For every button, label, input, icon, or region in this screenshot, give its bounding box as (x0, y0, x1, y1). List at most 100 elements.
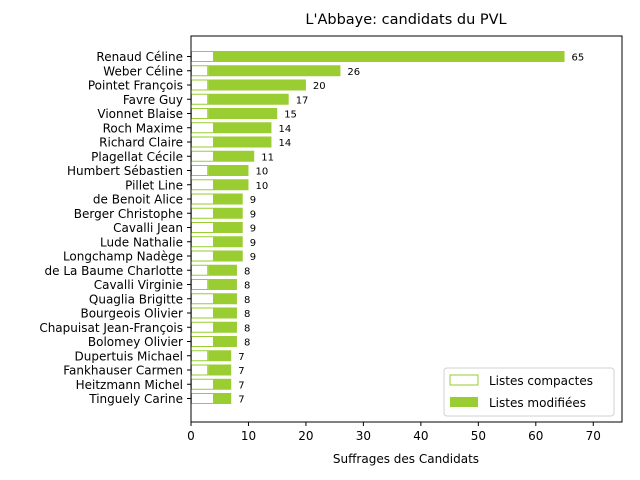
y-tick-label: de La Baume Charlotte (45, 264, 184, 278)
bar-compactes (191, 79, 209, 91)
plot-area: 65 Renaud Céline 26 Weber Céline 20 Pointet F… (39, 35, 623, 443)
bar-compactes (191, 279, 209, 290)
bar-compactes (191, 321, 214, 333)
y-tick-label: Pillet Line (125, 178, 183, 192)
y-tick-label: Renaud Céline (96, 50, 183, 64)
x-tick-label: 0 (187, 429, 195, 443)
y-tick-label: Chapuisat Jean-François (39, 321, 183, 335)
x-tick-label: 60 (528, 429, 543, 443)
y-tick-label: Dupertuis Michael (75, 349, 183, 363)
legend-label-compactes: Listes compactes (489, 374, 593, 388)
bar-modifiees (208, 279, 237, 290)
bar-compactes (191, 378, 214, 390)
y-tick-label: Pointet François (88, 79, 183, 93)
y-tick-label: Tinguely Carine (88, 392, 183, 406)
bar-modifiees (213, 336, 237, 347)
bar-value-label: 7 (238, 380, 244, 391)
bar-compactes (191, 222, 214, 233)
bar-value-label: 8 (244, 338, 250, 349)
bar-value-label: 11 (261, 152, 274, 163)
bar-compactes (191, 51, 214, 62)
x-tick-label: 30 (356, 429, 371, 443)
bar-compactes (191, 307, 214, 319)
bar-modifiees (208, 165, 249, 176)
bar-compactes (191, 122, 214, 134)
bar-modifiees (213, 236, 243, 248)
y-tick-label: Lude Nathalie (100, 235, 183, 249)
bar-value-label: 8 (244, 295, 250, 306)
chart-title: L'Abbaye: candidats du PVL (305, 12, 506, 28)
legend-frame (443, 367, 615, 417)
y-tick-label: Bolomey Olivier (88, 335, 183, 349)
y-tick-label: de Benoit Alice (93, 193, 183, 207)
bar-compactes (191, 364, 209, 376)
x-tick-label: 50 (471, 429, 486, 443)
y-tick-label: Fankhauser Carmen (63, 364, 183, 378)
bar-modifiees (208, 65, 341, 77)
bar-modifiees (213, 51, 565, 62)
bar-modifiees (208, 364, 232, 376)
legend-swatch-modifiees (450, 397, 478, 407)
bar-value-label: 9 (250, 224, 256, 235)
bar-modifiees (213, 293, 237, 305)
bar-value-label: 9 (250, 209, 256, 220)
bar-value-label: 9 (250, 195, 256, 206)
bar-value-label: 17 (296, 95, 309, 106)
bar-value-label: 9 (250, 252, 256, 263)
bar-compactes (191, 93, 209, 105)
bar-value-label: 8 (244, 309, 250, 320)
bar-modifiees (208, 79, 306, 91)
x-tick-label: 20 (298, 429, 313, 443)
y-tick-label: Cavalli Virginie (94, 278, 183, 292)
y-tick-label: Favre Guy (123, 93, 183, 107)
bar-modifiees (213, 136, 272, 148)
bar-compactes (191, 207, 214, 219)
y-tick-label: Longchamp Nadège (63, 250, 183, 264)
y-tick-label: Heitzmann Michel (76, 378, 183, 392)
bar-value-label: 20 (313, 81, 326, 92)
bar-value-label: 8 (244, 281, 250, 292)
bar-modifiees (213, 250, 243, 262)
y-tick-label: Bourgeois Olivier (80, 307, 183, 321)
bar-modifiees (208, 108, 278, 119)
y-tick-label: Richard Claire (99, 136, 183, 150)
y-tick-label: Humbert Sébastien (67, 164, 183, 178)
legend-label-modifiees: Listes modifiées (489, 396, 586, 410)
bar-compactes (191, 179, 214, 191)
y-tick-label: Vionnet Blaise (97, 107, 183, 121)
bar-modifiees (213, 321, 237, 333)
bar-compactes (191, 250, 214, 262)
y-tick-label: Plagellat Cécile (91, 150, 183, 164)
legend: Listes compactes Listes modifiées (443, 367, 615, 417)
bar-value-label: 7 (238, 395, 244, 406)
bar-value-label: 14 (278, 138, 291, 149)
bar-compactes (191, 350, 209, 362)
x-tick-label: 10 (241, 429, 256, 443)
bar-modifiees (213, 222, 243, 233)
bar-compactes (191, 236, 214, 248)
bar-value-label: 10 (255, 181, 268, 192)
bar-compactes (191, 336, 214, 347)
y-tick-label: Berger Christophe (74, 207, 183, 221)
bar-compactes (191, 165, 209, 176)
bar-value-label: 15 (284, 110, 297, 121)
bar-compactes (191, 136, 214, 148)
bar-modifiees (208, 93, 289, 105)
bar-value-label: 8 (244, 266, 250, 277)
bar-modifiees (213, 378, 232, 390)
bar-value-label: 65 (572, 53, 585, 64)
x-tick-label: 70 (586, 429, 601, 443)
bar-modifiees (213, 193, 243, 205)
bar-modifiees (213, 122, 272, 134)
bar-value-label: 7 (238, 352, 244, 363)
bar-value-label: 8 (244, 323, 250, 334)
y-tick-label: Weber Céline (103, 64, 183, 78)
bar-modifiees (213, 393, 232, 404)
y-tick-label: Cavalli Jean (113, 221, 183, 235)
bar-value-label: 9 (250, 238, 256, 249)
bar-modifiees (213, 307, 237, 319)
bar-compactes (191, 150, 214, 162)
x-axis-label: Suffrages des Candidats (333, 452, 479, 466)
bar-compactes (191, 108, 209, 119)
